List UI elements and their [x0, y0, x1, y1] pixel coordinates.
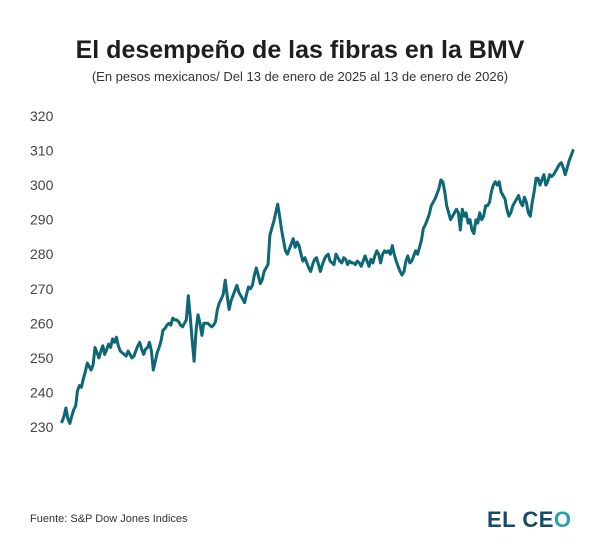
y-axis: 320 310 300 290 280 270 260 250 240 230: [30, 108, 54, 435]
y-tick-label: 240: [30, 384, 54, 400]
chart-title: El desempeño de las fibras en la BMV: [75, 36, 525, 64]
y-tick-label: 290: [30, 212, 54, 228]
brand-logo-o: O: [553, 507, 572, 532]
chart-subtitle: (En pesos mexicanos/ Del 13 de enero de …: [91, 69, 509, 84]
brand-logo: EL CEO: [487, 507, 572, 533]
y-tick-label: 310: [30, 143, 54, 159]
y-tick-label: 230: [30, 419, 54, 435]
y-tick-label: 270: [30, 281, 54, 297]
y-tick-label: 280: [30, 246, 54, 262]
brand-logo-text: EL C: [487, 507, 539, 532]
y-tick-label: 250: [30, 350, 54, 366]
source-note: Fuente: S&P Dow Jones Indices: [30, 513, 188, 525]
brand-logo-e: E: [538, 507, 554, 532]
y-tick-label: 320: [30, 108, 54, 124]
series-line: [60, 149, 575, 425]
y-tick-label: 260: [30, 315, 54, 331]
y-tick-label: 300: [30, 177, 54, 193]
plot-area: [60, 149, 575, 425]
